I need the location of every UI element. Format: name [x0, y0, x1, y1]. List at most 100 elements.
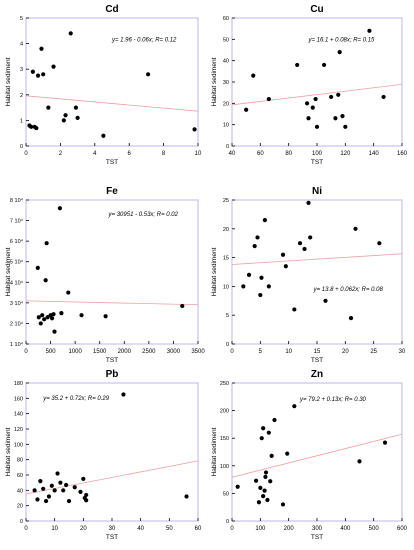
data-point — [269, 453, 274, 458]
data-point — [333, 116, 338, 121]
data-point — [235, 484, 240, 489]
data-point — [261, 426, 266, 431]
data-point — [340, 114, 345, 119]
chart-ni: Ni 0 5 10 15 20 25 30 0 5 10 15 20 25 TST Habitat sedim… — [211, 186, 406, 364]
x-tick-label: 500 — [46, 349, 57, 355]
y-axis-label: Habitat sediment — [211, 57, 218, 106]
y-tick-label: 180 — [14, 381, 23, 387]
data-point — [180, 303, 185, 309]
y-tick-label: 20 — [223, 101, 229, 107]
y-tick-label: 20 — [17, 504, 23, 510]
y-tick-label: 2 10⁴ — [10, 320, 24, 327]
data-point — [321, 62, 327, 68]
data-point — [292, 307, 297, 312]
data-point — [302, 246, 307, 252]
data-point — [103, 314, 108, 319]
data-point — [79, 313, 84, 318]
y-tick-label: 80 — [17, 458, 23, 464]
y-tick-label: 20 — [223, 227, 229, 233]
x-tick-label: 15 — [314, 349, 321, 355]
x-tick-label: 100 — [312, 151, 323, 157]
data-point — [68, 31, 73, 36]
y-tick-label: 4 10⁴ — [10, 279, 24, 286]
x-tick-label: 4 — [93, 151, 97, 157]
data-point — [57, 206, 63, 211]
x-axis-label: TST — [106, 534, 118, 541]
data-point — [263, 474, 268, 479]
data-point — [39, 46, 44, 51]
data-point — [81, 476, 86, 481]
x-tick-label: 30 — [399, 349, 406, 355]
data-point — [353, 226, 358, 231]
data-point — [377, 241, 382, 246]
y-tick-label: 15 — [223, 256, 229, 262]
data-point — [72, 485, 77, 490]
regression-equation: y= 35.2 + 0.72x; R= 0.29 — [42, 396, 110, 402]
data-point — [32, 488, 37, 493]
data-point — [38, 321, 43, 326]
y-tick-label: 5 10⁴ — [10, 259, 24, 266]
x-axis-label: TST — [311, 534, 323, 541]
x-axis-label: TST — [311, 357, 323, 364]
data-point — [59, 311, 64, 316]
data-point — [43, 278, 48, 283]
data-point — [261, 494, 266, 499]
data-point — [75, 115, 80, 120]
data-point — [73, 105, 78, 110]
data-point — [259, 275, 264, 280]
data-point — [41, 486, 46, 491]
data-point — [44, 241, 49, 246]
y-tick-label: 160 — [14, 396, 23, 402]
y-tick-label: 7 10⁴ — [10, 218, 24, 225]
y-tick-label: 40 — [17, 488, 23, 494]
x-tick-label: 6 — [128, 151, 132, 157]
data-point — [268, 479, 273, 484]
chart-title: Cu — [310, 4, 323, 15]
chart-cd: Cd 0 2 4 6 8 10 0 1 2 3 4 5 TST Habitat sediment y= 1.9… — [5, 4, 202, 166]
y-tick-label: 1 — [20, 118, 23, 124]
y-tick-label: 8 10⁴ — [10, 197, 24, 204]
trend-line — [25, 460, 199, 495]
x-tick-label: 30 — [109, 526, 116, 532]
chart-cu: Cu 40 60 80 100 120 140 160 0 10 20 30 40 50 60 TST Habi… — [211, 4, 408, 166]
data-point — [61, 488, 66, 493]
data-point — [336, 92, 341, 97]
x-tick-label: 10 — [51, 526, 58, 532]
x-axis-label: TST — [106, 357, 118, 364]
y-tick-label: 40 — [223, 59, 229, 65]
x-tick-label: 2000 — [118, 349, 132, 355]
trend-line — [231, 83, 403, 106]
x-tick-label: 10 — [195, 151, 202, 157]
y-tick-label: 60 — [223, 16, 229, 22]
data-point — [101, 133, 106, 138]
chart-title: Fe — [106, 186, 118, 197]
y-tick-label: 0 — [226, 144, 229, 150]
x-axis-label: TST — [106, 159, 118, 166]
data-point — [285, 451, 290, 456]
data-point — [34, 125, 39, 131]
data-point — [252, 243, 257, 249]
data-point — [121, 392, 126, 397]
x-tick-label: 20 — [80, 526, 87, 532]
y-tick-label: 140 — [14, 412, 23, 418]
data-point — [337, 50, 342, 55]
x-tick-label: 80 — [285, 151, 292, 157]
data-point — [280, 252, 286, 257]
data-point — [304, 101, 310, 106]
regression-equation: y= 1.96 - 0.06x; R= 0.12 — [111, 37, 177, 43]
trend-line — [231, 433, 403, 478]
x-tick-label: 50 — [166, 526, 173, 532]
x-tick-label: 0 — [24, 349, 28, 355]
plot-frame — [231, 382, 403, 522]
y-axis-label: Habitat sediment — [5, 247, 12, 296]
x-tick-label: 120 — [340, 151, 351, 157]
trend-line — [231, 253, 403, 265]
data-point — [51, 64, 56, 69]
regression-equation: y= 30951 - 0.53x; R= 0.02 — [108, 212, 179, 218]
x-axis-label: TST — [311, 159, 323, 166]
data-point — [306, 116, 311, 121]
x-tick-label: 3000 — [167, 349, 181, 355]
data-point — [46, 105, 51, 110]
data-point — [256, 500, 262, 505]
